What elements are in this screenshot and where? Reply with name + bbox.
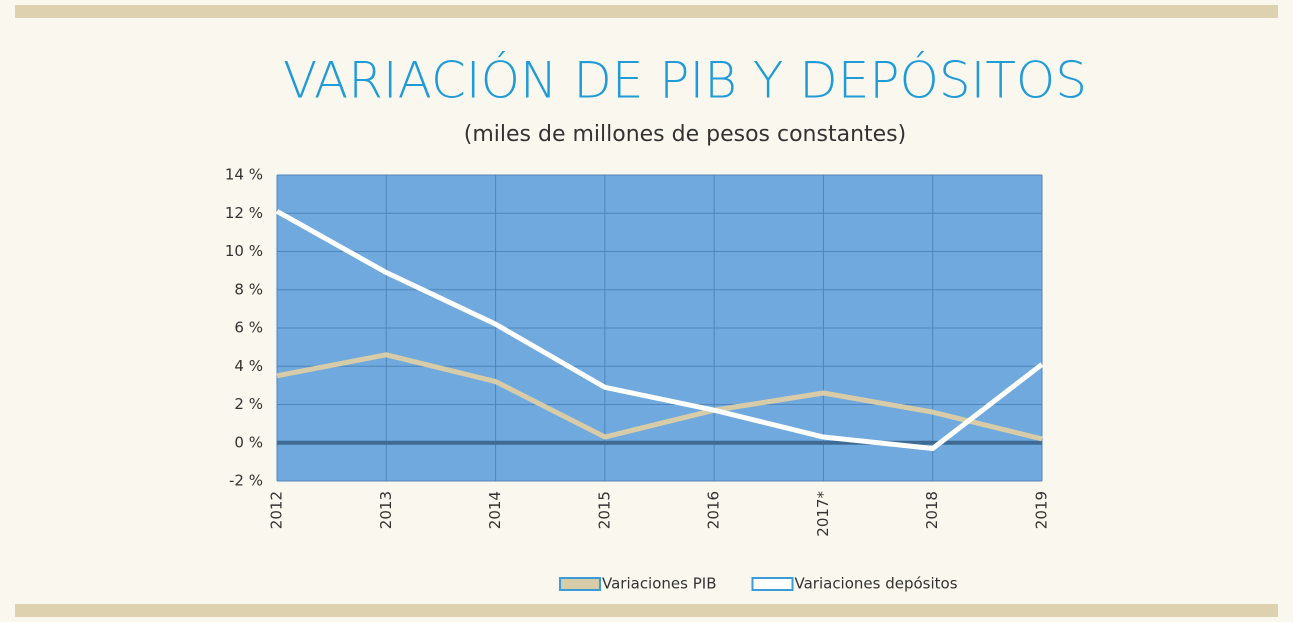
y-tick-label: -2 % xyxy=(229,472,263,490)
x-tick-label: 2015 xyxy=(595,491,613,529)
y-tick-label: 8 % xyxy=(234,280,263,298)
chart-subtitle: (miles de millones de pesos constantes) xyxy=(464,122,906,147)
y-tick-label: 6 % xyxy=(234,319,263,337)
legend-label: Variaciones PIB xyxy=(602,575,717,593)
x-tick-label: 2017* xyxy=(814,491,832,537)
y-tick-label: 14 % xyxy=(225,166,263,184)
x-tick-label: 2018 xyxy=(923,491,941,529)
top-band xyxy=(15,5,1278,18)
y-tick-label: 0 % xyxy=(234,433,263,451)
y-tick-label: 2 % xyxy=(234,395,263,413)
y-tick-label: 4 % xyxy=(234,357,263,375)
x-tick-label: 2012 xyxy=(268,491,286,529)
y-tick-label: 10 % xyxy=(225,242,263,260)
chart-title: VARIACIÓN DE PIB Y DEPÓSITOS xyxy=(283,51,1087,110)
y-tick-label: 12 % xyxy=(225,204,263,222)
series-line xyxy=(276,352,1043,442)
x-tick-label: 2014 xyxy=(486,491,504,529)
x-tick-label: 2013 xyxy=(377,491,395,529)
series-line xyxy=(275,209,1044,451)
legend-swatch xyxy=(559,577,601,591)
legend-label: Variaciones depósitos xyxy=(795,575,958,593)
bottom-band xyxy=(15,604,1278,617)
legend-swatch xyxy=(751,577,794,591)
x-tick-label: 2016 xyxy=(705,491,723,529)
x-tick-label: 2019 xyxy=(1033,491,1051,529)
